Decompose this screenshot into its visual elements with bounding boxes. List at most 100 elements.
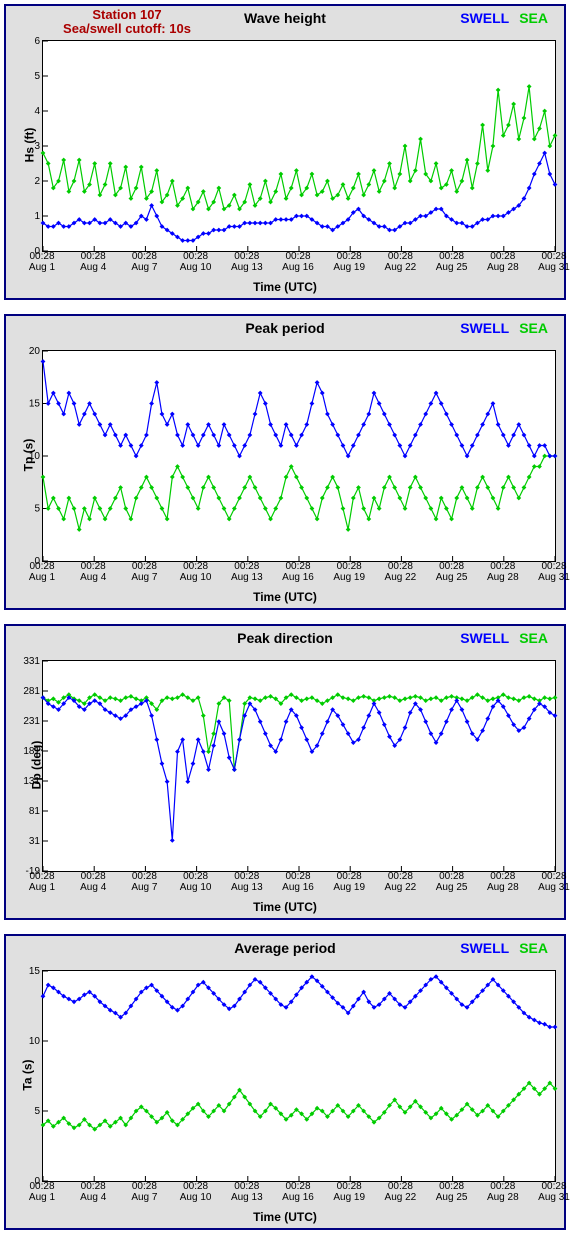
y-axis-label: Dp (deg) [29, 741, 43, 790]
x-tick-label: 00:28Aug 19 [333, 872, 365, 893]
legend: SWELL SEA [460, 940, 548, 956]
x-tick-label: 00:28Aug 16 [282, 1182, 314, 1203]
x-tick-label: 00:28Aug 13 [231, 562, 263, 583]
panel-header: Average periodSWELLSEA [6, 936, 564, 970]
y-tick-label: 15 [29, 399, 41, 410]
plot-svg: 05101520 [42, 350, 556, 562]
panel-peak_direction: Peak directionSWELLSEADp (deg)-193181131… [4, 624, 566, 920]
legend-swell: SWELL [460, 630, 509, 646]
x-tick-label: 00:28Aug 22 [385, 562, 417, 583]
plot-svg: 051015 [42, 970, 556, 1182]
y-tick-label: 281 [23, 686, 40, 697]
x-tick-label: 00:28Aug 22 [385, 872, 417, 893]
legend: SWELL SEA [460, 630, 548, 646]
x-tick-label: 00:28Aug 7 [131, 872, 157, 893]
x-tick-label: 00:28Aug 7 [131, 562, 157, 583]
legend-sea: SEA [519, 940, 548, 956]
x-tick-label: 00:28Aug 19 [333, 252, 365, 273]
x-tick-label: 00:28Aug 7 [131, 1182, 157, 1203]
x-tick-label: 00:28Aug 4 [80, 872, 106, 893]
x-tick-label: 00:28Aug 16 [282, 872, 314, 893]
page: { "station": { "title": "Station 107", "… [0, 0, 570, 1248]
panel-wave_height: Station 107Sea/swell cutoff: 10sWave hei… [4, 4, 566, 300]
y-axis-label: Hs (ft) [22, 128, 36, 163]
legend-sea: SEA [519, 630, 548, 646]
x-tick-label: 00:28Aug 13 [231, 1182, 263, 1203]
y-tick-label: 331 [23, 656, 40, 667]
plot-svg: -193181131181231281331 [42, 660, 556, 872]
x-tick-label: 00:28Aug 31 [538, 562, 570, 583]
y-tick-label: 5 [34, 504, 40, 515]
panel-average_period: Average periodSWELLSEATa (s)05101500:28A… [4, 934, 566, 1230]
y-axis-label: Ta (s) [21, 1059, 35, 1090]
x-tick-label: 00:28Aug 25 [436, 252, 468, 273]
legend-swell: SWELL [460, 10, 509, 26]
x-tick-label: 00:28Aug 22 [385, 1182, 417, 1203]
panel-header: Peak directionSWELLSEA [6, 626, 564, 660]
plot-area: Dp (deg)-193181131181231281331 [42, 660, 556, 870]
x-axis-label: Time (UTC) [6, 900, 564, 918]
y-tick-label: 1 [34, 211, 40, 222]
y-tick-label: 81 [29, 806, 41, 817]
x-tick-label: 00:28Aug 25 [436, 1182, 468, 1203]
plot-area: Tp (s)05101520 [42, 350, 556, 560]
y-tick-label: 4 [34, 106, 40, 117]
sea-line [43, 1083, 555, 1129]
legend-sea: SEA [519, 320, 548, 336]
y-tick-label: 231 [23, 716, 40, 727]
swell-line [43, 977, 555, 1027]
x-tick-label: 00:28Aug 28 [487, 562, 519, 583]
x-tick-label: 00:28Aug 16 [282, 562, 314, 583]
y-tick-label: 20 [29, 346, 41, 357]
y-tick-label: 2 [34, 176, 40, 187]
legend-swell: SWELL [460, 320, 509, 336]
swell-markers [41, 151, 558, 243]
x-axis-label: Time (UTC) [6, 280, 564, 298]
y-tick-label: 10 [29, 1036, 41, 1047]
legend-swell: SWELL [460, 940, 509, 956]
x-tick-label: 00:28Aug 31 [538, 872, 570, 893]
panel-peak_period: Peak periodSWELLSEATp (s)0510152000:28Au… [4, 314, 566, 610]
x-tick-label: 00:28Aug 13 [231, 252, 263, 273]
y-tick-label: 31 [29, 836, 41, 847]
panel-header: Peak periodSWELLSEA [6, 316, 564, 350]
sea-markers [41, 1081, 558, 1132]
legend: SWELL SEA [460, 10, 548, 26]
x-ticks: 00:28Aug 100:28Aug 400:28Aug 700:28Aug 1… [42, 1182, 556, 1210]
y-tick-label: 5 [34, 71, 40, 82]
y-tick-label: 15 [29, 966, 41, 977]
x-tick-label: 00:28Aug 1 [29, 1182, 55, 1203]
x-tick-label: 00:28Aug 16 [282, 252, 314, 273]
x-tick-label: 00:28Aug 19 [333, 1182, 365, 1203]
swell-markers [41, 359, 558, 458]
x-tick-label: 00:28Aug 7 [131, 252, 157, 273]
x-tick-label: 00:28Aug 25 [436, 562, 468, 583]
x-tick-label: 00:28Aug 13 [231, 872, 263, 893]
x-tick-label: 00:28Aug 1 [29, 562, 55, 583]
panels-container: Station 107Sea/swell cutoff: 10sWave hei… [4, 4, 566, 1230]
legend-sea: SEA [519, 10, 548, 26]
y-tick-label: 5 [34, 1106, 40, 1117]
x-ticks: 00:28Aug 100:28Aug 400:28Aug 700:28Aug 1… [42, 872, 556, 900]
plot-svg: 0123456 [42, 40, 556, 252]
x-tick-label: 00:28Aug 31 [538, 252, 570, 273]
x-tick-label: 00:28Aug 22 [385, 252, 417, 273]
x-tick-label: 00:28Aug 28 [487, 252, 519, 273]
panel-header: Station 107Sea/swell cutoff: 10sWave hei… [6, 6, 564, 40]
x-tick-label: 00:28Aug 4 [80, 562, 106, 583]
legend: SWELL SEA [460, 320, 548, 336]
x-tick-label: 00:28Aug 25 [436, 872, 468, 893]
x-tick-label: 00:28Aug 31 [538, 1182, 570, 1203]
swell-line [43, 362, 555, 457]
x-tick-label: 00:28Aug 10 [180, 562, 212, 583]
x-tick-label: 00:28Aug 28 [487, 872, 519, 893]
x-axis-label: Time (UTC) [6, 590, 564, 608]
x-tick-label: 00:28Aug 28 [487, 1182, 519, 1203]
sea-line [43, 695, 555, 770]
sea-line [43, 456, 555, 530]
x-tick-label: 00:28Aug 1 [29, 872, 55, 893]
x-axis-label: Time (UTC) [6, 1210, 564, 1228]
y-axis-label: Tp (s) [21, 439, 35, 472]
sea-markers [41, 692, 558, 772]
x-tick-label: 00:28Aug 4 [80, 252, 106, 273]
